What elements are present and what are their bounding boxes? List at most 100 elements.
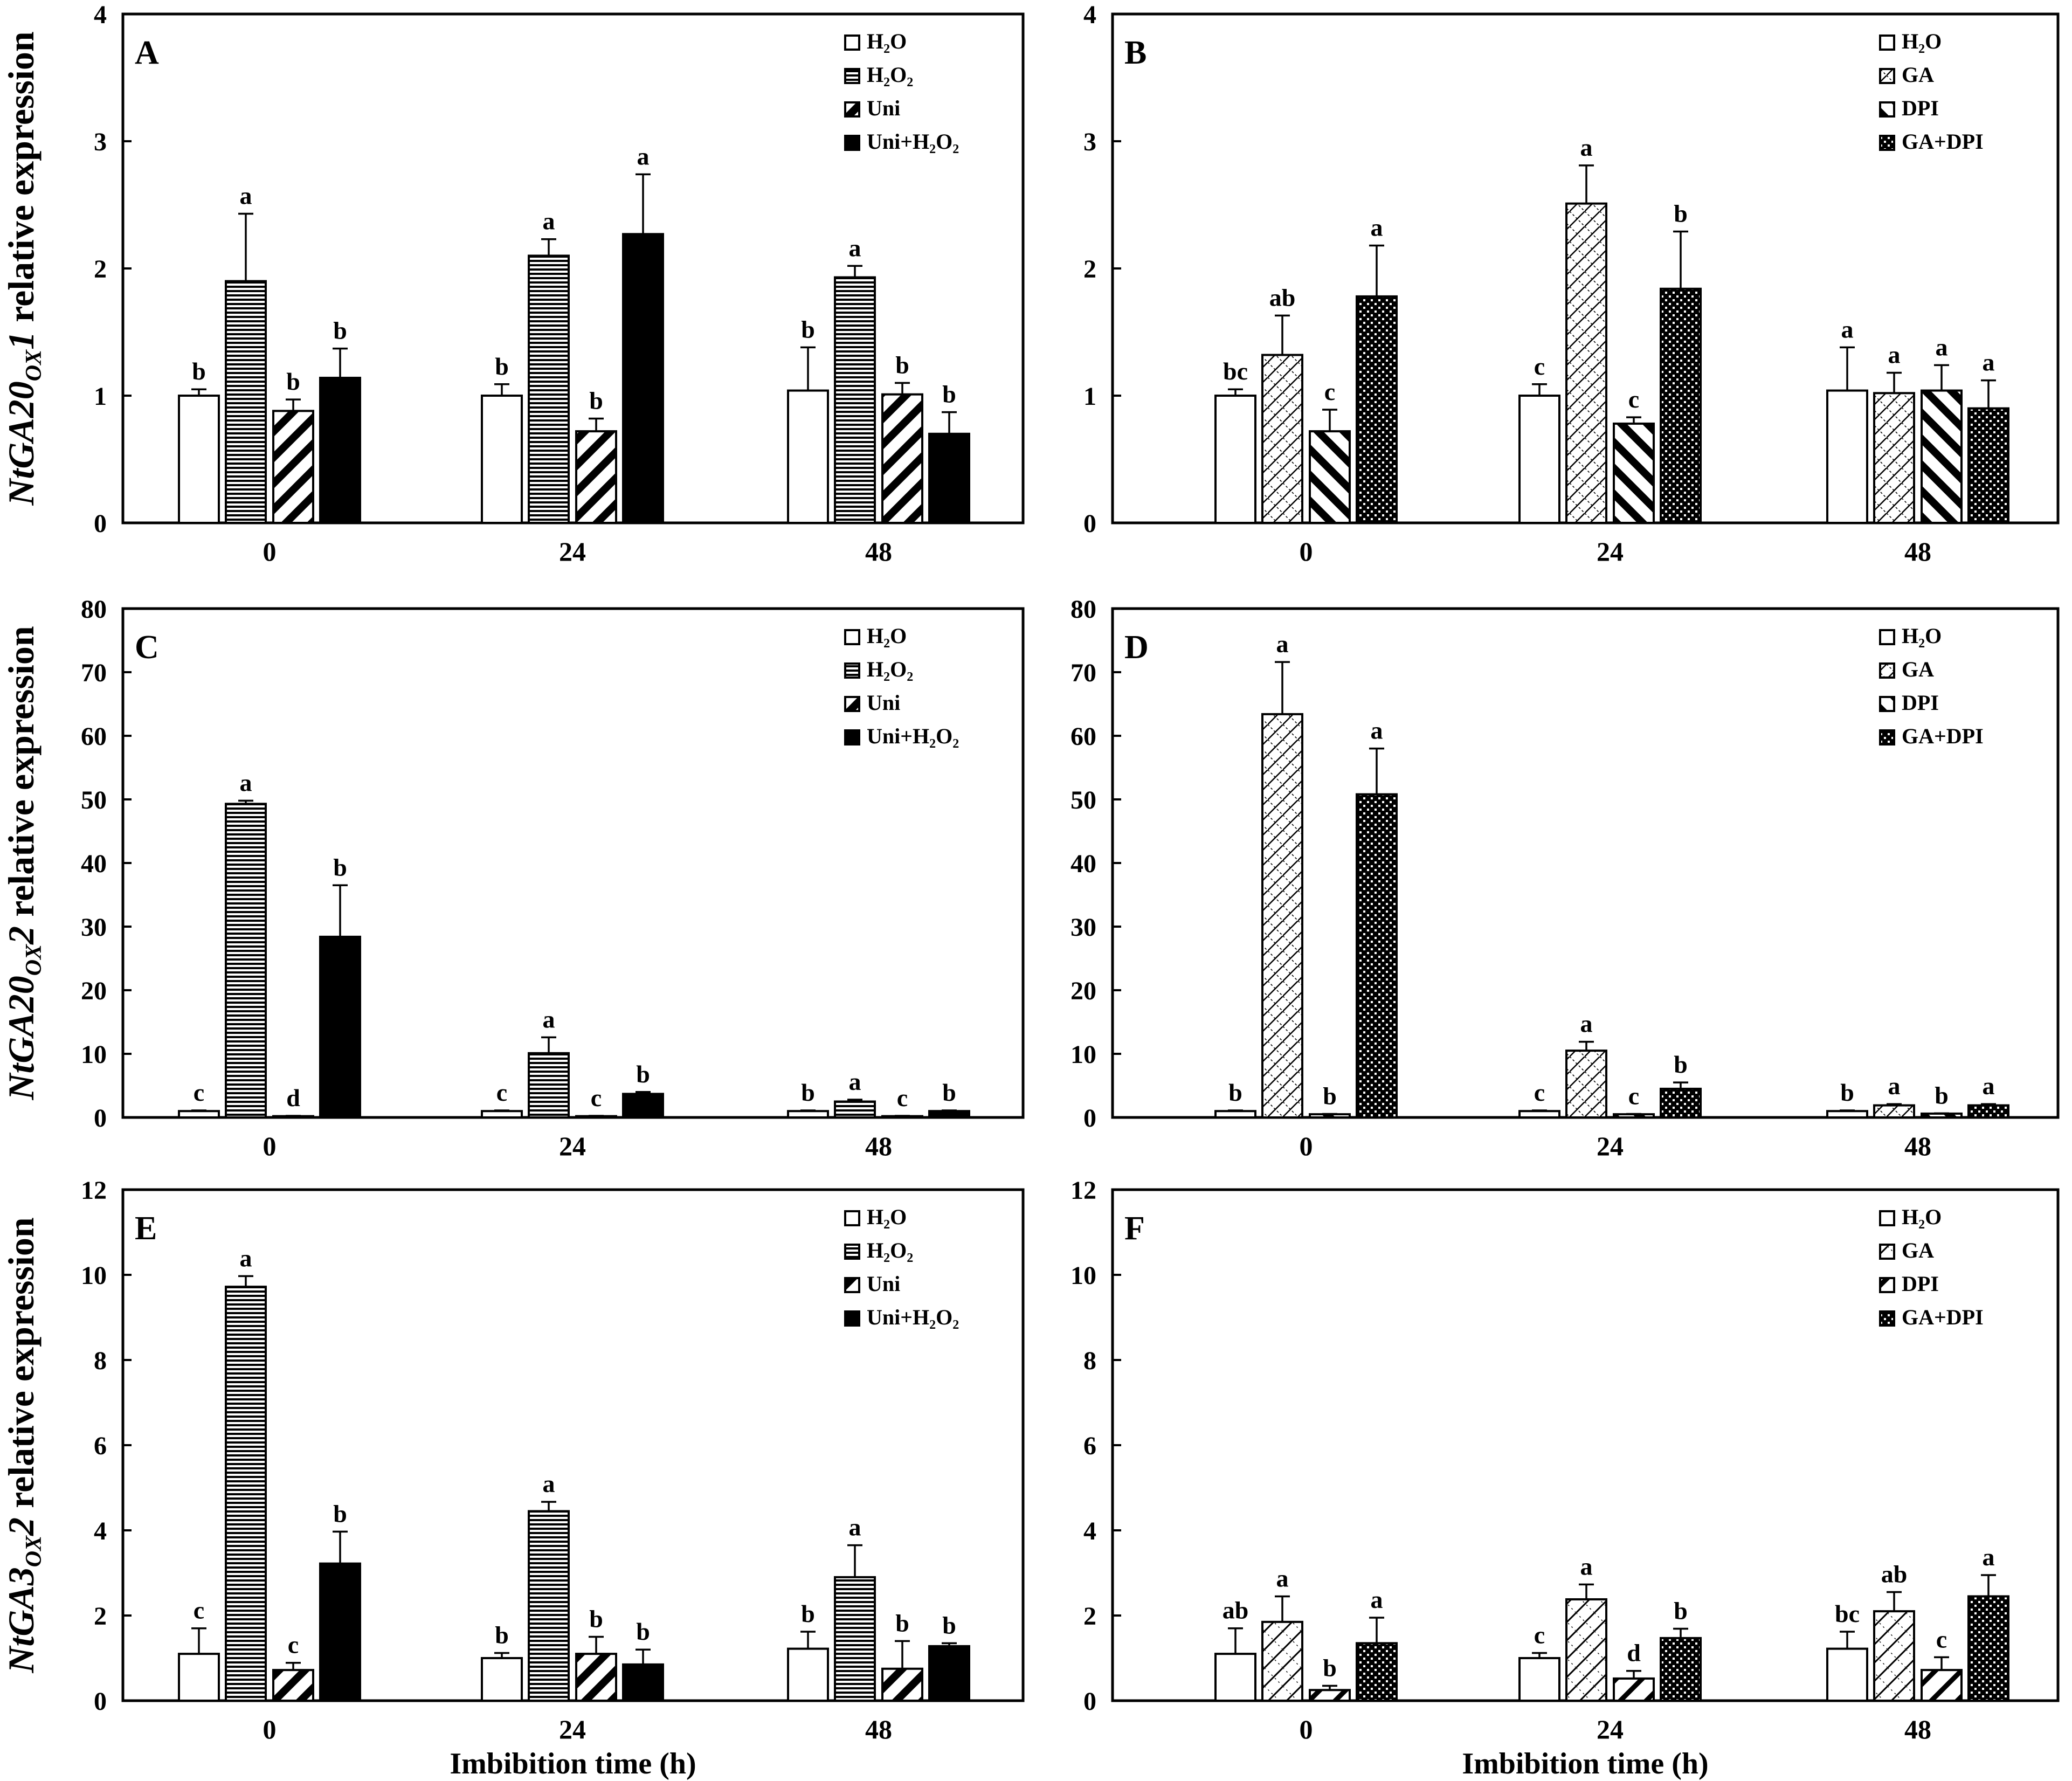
legend-label: GA+DPI [1902, 1305, 1984, 1329]
y-tick-label: 0 [94, 509, 107, 538]
bar [622, 233, 664, 524]
legend-label: Uni [867, 691, 900, 715]
bar [1967, 1104, 2009, 1119]
significance-letter: a [543, 1005, 555, 1033]
bar [834, 1100, 876, 1119]
bar [881, 393, 923, 524]
x-tick-label: 48 [1904, 1131, 1931, 1161]
bar [1261, 354, 1303, 524]
y-axis-title: NtGA20OX2 relative expression [1, 626, 46, 1100]
y-tick-label: 12 [1070, 1176, 1096, 1205]
bar [1660, 1637, 1702, 1702]
x-tick-label: 48 [865, 1714, 892, 1744]
significance-letter: b [192, 357, 206, 385]
legend-label: H₂O [1902, 1205, 1942, 1229]
bar [1565, 202, 1607, 524]
x-tick-label: 48 [865, 536, 892, 567]
bar [1967, 1595, 2009, 1702]
significance-letter: a [1983, 1543, 1995, 1571]
bar [178, 1110, 220, 1119]
y-tick-label: 40 [81, 850, 107, 878]
y-tick-label: 10 [1070, 1040, 1096, 1069]
significance-letter: a [1888, 341, 1901, 369]
legend-label: GA+DPI [1902, 129, 1984, 154]
bar [1518, 1657, 1560, 1702]
y-axis-title-rest: relative expression [1, 626, 42, 926]
legend-label: H₂O₂ [867, 657, 913, 681]
bar [787, 389, 829, 524]
y-axis-title-gene: NtGA20 [1, 976, 42, 1100]
significance-letter: b [895, 351, 909, 378]
legend-swatch [844, 629, 860, 645]
bar [1214, 1653, 1256, 1702]
y-tick-label: 70 [1070, 659, 1096, 687]
significance-letter: b [942, 1611, 956, 1639]
y-tick-label: 80 [81, 595, 107, 624]
bar [225, 280, 267, 524]
y-tick-label: 0 [1083, 509, 1096, 538]
legend-swatch [844, 135, 860, 151]
legend-swatch [844, 1210, 860, 1226]
significance-letter: a [1371, 1586, 1383, 1613]
x-tick-label: 48 [1904, 536, 1931, 567]
x-tick-label: 24 [559, 1714, 586, 1744]
bar [481, 395, 523, 524]
bar [622, 1663, 664, 1702]
legend-swatch [844, 729, 860, 745]
significance-letter: b [1323, 1082, 1337, 1110]
legend-label: DPI [1902, 691, 1939, 715]
panel-label-A: A [135, 34, 159, 71]
y-tick-label: 8 [1083, 1347, 1096, 1375]
bar [481, 1657, 523, 1702]
legend-swatch [1879, 68, 1895, 84]
legend-label: Uni+H₂O₂ [867, 724, 959, 748]
significance-letter: ab [1881, 1561, 1908, 1588]
legend-swatch [1879, 1210, 1895, 1226]
x-axis-title: Imbibition time (h) [1462, 1747, 1708, 1780]
bar [528, 254, 570, 524]
significance-letter: b [589, 386, 603, 414]
legend-label: GA [1902, 63, 1934, 87]
y-tick-label: 3 [94, 128, 107, 156]
y-tick-label: 60 [81, 722, 107, 751]
legend-swatch [1879, 101, 1895, 118]
legend-label: H₂O [867, 29, 907, 53]
significance-letter: a [240, 182, 252, 210]
bar [1613, 1677, 1655, 1702]
bar [787, 1110, 829, 1119]
significance-letter: b [495, 1621, 509, 1649]
bar [1873, 1104, 1915, 1119]
bar [1826, 1110, 1868, 1119]
bar [1518, 395, 1560, 524]
significance-letter: a [1841, 315, 1854, 343]
bar [928, 1110, 970, 1119]
bar [481, 1110, 523, 1119]
bar [575, 430, 617, 524]
significance-letter: b [1840, 1079, 1854, 1106]
y-tick-label: 2 [94, 1602, 107, 1631]
legend-swatch [1879, 662, 1895, 679]
y-tick-label: 6 [1083, 1432, 1096, 1460]
y-axis-title-rest: relative expression [1, 31, 42, 332]
bar [834, 1576, 876, 1702]
x-tick-label: 24 [559, 1131, 586, 1161]
bar [1873, 1610, 1915, 1702]
bar [1309, 430, 1351, 524]
y-tick-label: 1 [94, 382, 107, 411]
y-axis-title-subscript: OX [22, 1535, 46, 1567]
legend-swatch [844, 1277, 860, 1293]
significance-letter: b [495, 353, 509, 380]
panel-label-E: E [135, 1210, 157, 1247]
panel-label-F: F [1124, 1210, 1145, 1247]
x-tick-label: 0 [263, 536, 277, 567]
significance-letter: d [286, 1084, 300, 1112]
y-tick-label: 80 [1070, 595, 1096, 624]
bar [1309, 1689, 1351, 1702]
bar [1356, 793, 1398, 1119]
significance-letter: a [1371, 214, 1383, 241]
significance-letter: a [1580, 1010, 1593, 1038]
bar [1356, 1642, 1398, 1702]
bar [928, 432, 970, 524]
legend-label: H₂O [867, 1205, 907, 1229]
significance-letter: c [1936, 1625, 1947, 1653]
